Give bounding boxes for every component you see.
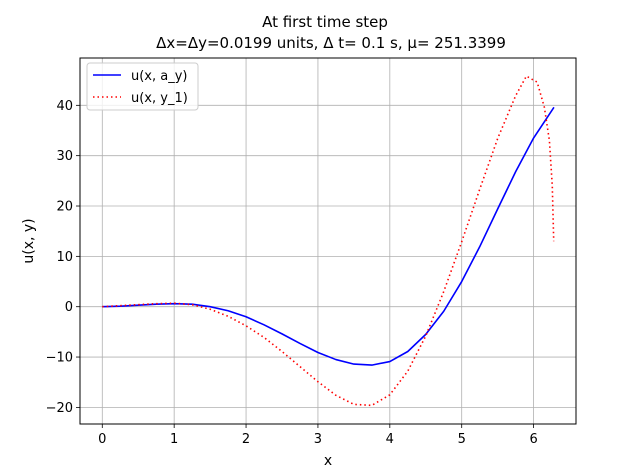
plot-series [102, 75, 555, 407]
legend-label-series-1: u(x, a_y) [131, 69, 188, 84]
y-tick-label: 40 [56, 99, 73, 114]
y-axis-label: u(x, y) [21, 218, 37, 263]
legend: u(x, a_y) u(x, y_1) [86, 62, 199, 111]
y-tick-label: 0 [65, 300, 73, 315]
x-tick-label: 5 [458, 432, 466, 447]
y-tick-label: −10 [46, 351, 73, 366]
chart-title-line1: At first time step [262, 13, 388, 31]
y-tick-label: 10 [56, 250, 73, 265]
series-line-2 [102, 75, 555, 407]
x-axis-label: x [324, 453, 332, 469]
x-tick-label: 2 [242, 432, 250, 447]
y-tick-label: −20 [46, 401, 73, 416]
y-axis-ticks: −20 −10 0 10 20 30 40 [46, 99, 80, 416]
plot-area-frame [79, 57, 577, 425]
x-tick-label: 1 [170, 432, 178, 447]
x-axis-ticks: 0 1 2 3 4 5 6 [98, 424, 538, 447]
grid [80, 58, 576, 424]
x-tick-label: 6 [529, 432, 537, 447]
y-tick-label: 30 [56, 149, 73, 164]
x-tick-label: 0 [98, 432, 106, 447]
legend-label-series-2: u(x, y_1) [131, 91, 188, 106]
series-line-1 [102, 106, 555, 366]
chart-title-line2: Δx=Δy=0.0199 units, Δ t= 0.1 s, μ= 251.3… [156, 34, 506, 52]
x-tick-label: 4 [386, 432, 394, 447]
x-tick-label: 3 [314, 432, 322, 447]
y-tick-label: 20 [56, 200, 73, 215]
